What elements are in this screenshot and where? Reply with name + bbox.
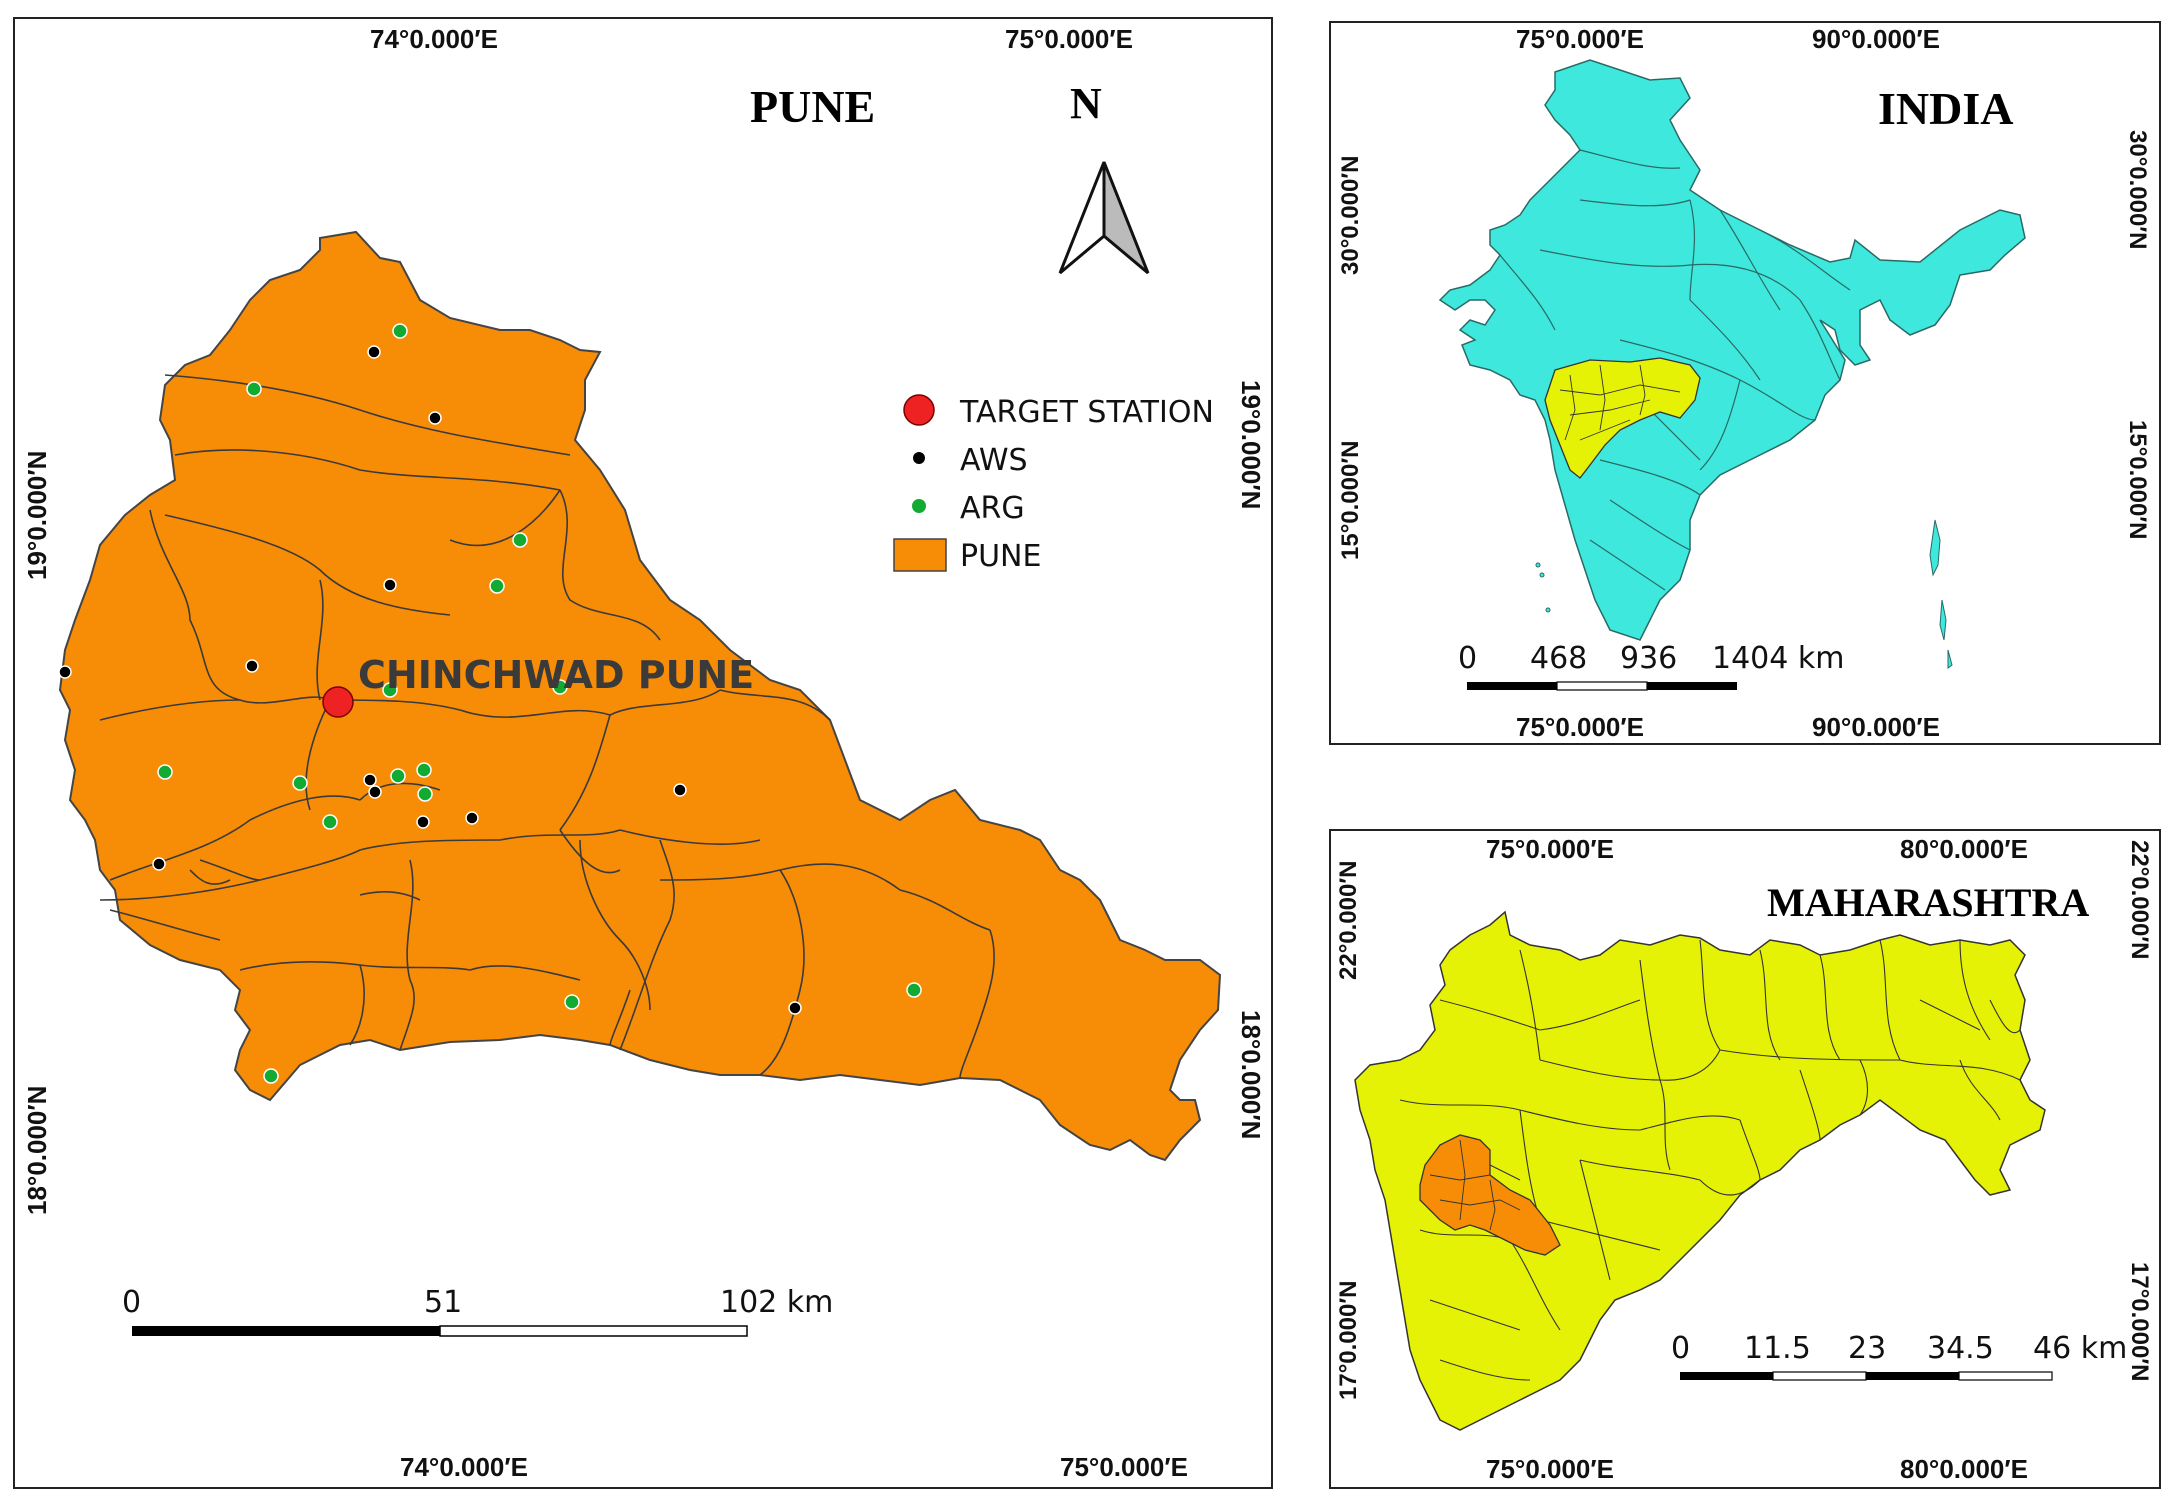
coord-label: 17°0.000′N [1335,1281,1362,1400]
aws-station [383,578,397,592]
arg-station [263,1068,279,1084]
legend-pune-symbol [893,538,947,572]
coord-label: 80°0.000′E [1900,834,2028,864]
legend-label: TARGET STATION [959,395,1214,430]
aws-station [416,815,430,829]
aws-station [368,785,382,799]
india-title: INDIA [1878,83,2013,134]
scale-label: 0 [122,1285,141,1320]
coord-label: 17°0.000′N [2126,1262,2153,1381]
legend-aws-symbol [913,452,925,464]
scale-label: 1404 km [1712,641,1844,676]
india-shape [1438,59,2026,641]
arg-station [564,994,580,1010]
coord-label: 75°0.000′E [1516,24,1644,54]
scale-label: 102 km [720,1285,833,1320]
coord-label: 30°0.000′N [2124,130,2151,249]
arg-station [489,578,505,594]
india-state-boundaries [1499,149,1851,591]
arg-station [382,682,398,698]
coord-label: 18°0.000′N [22,1086,52,1215]
india-maharashtra-highlight [1544,357,1701,479]
maharashtra-pune-talukas [1429,1139,1521,1231]
north-arrow: N [1058,79,1150,275]
maharashtra-pune-highlight [1419,1134,1561,1256]
coord-label: 74°0.000′E [370,24,498,54]
coord-label: 18°0.000′N [1236,1010,1266,1139]
coord-label: 80°0.000′E [1900,1454,2028,1484]
aws-station [673,783,687,797]
aws-station [58,665,72,679]
legend-label: AWS [960,443,1028,478]
pune-scale-bar: 0 51 102 km [122,1285,833,1337]
legend-label: ARG [960,491,1025,526]
scale-label: 46 km [2033,1331,2127,1366]
coord-label: 19°0.000′N [22,451,52,580]
coord-label: 75°0.000′E [1516,712,1644,742]
coord-label: 22°0.000′N [1335,861,1362,980]
arg-station [392,323,408,339]
arg-station [390,768,406,784]
arg-station [322,814,338,830]
aws-station [363,773,377,787]
scale-label: 34.5 [1927,1331,1994,1366]
aws-station [152,857,166,871]
coord-label: 75°0.000′E [1060,1452,1188,1482]
coord-label: 30°0.000′N [1337,156,1364,275]
maharashtra-scale-bar: 0 11.5 23 34.5 46 km [1671,1331,2127,1381]
aws-station [367,345,381,359]
india-panel: INDIA 0 468 936 1404 km 75°0.000′E 90°0.… [1329,21,2161,745]
pune-title: PUNE [750,81,875,132]
pune-stations [58,323,922,1084]
coord-label: 19°0.000′N [1236,380,1266,509]
legend-label: PUNE [960,539,1041,574]
arg-station [416,762,432,778]
legend-arg-symbol [912,499,926,513]
arg-station [417,786,433,802]
aws-station [428,411,442,425]
aws-station [465,811,479,825]
arg-station [552,679,568,695]
arg-station [246,381,262,397]
maharashtra-title: MAHARASHTRA [1767,880,2089,925]
coord-label: 90°0.000′E [1812,712,1940,742]
coord-label: 75°0.000′E [1486,1454,1614,1484]
coord-label: 75°0.000′E [1486,834,1614,864]
coord-label: 22°0.000′N [2126,840,2153,959]
north-label: N [1070,79,1102,128]
maharashtra-panel: MAHARASHTRA 0 11.5 23 34.5 46 km 75°0.00… [1329,829,2161,1489]
station-label: CHINCHWAD PUNE [358,653,754,697]
arg-station [157,764,173,780]
pune-taluka-boundaries [99,374,995,1079]
maharashtra-shape [1354,910,2046,1431]
arg-station [512,532,528,548]
scale-label: 0 [1671,1331,1690,1366]
scale-label: 23 [1848,1331,1886,1366]
scale-label: 51 [424,1285,462,1320]
legend-target-symbol [903,394,935,426]
scale-label: 0 [1458,641,1477,676]
india-scale-bar: 0 468 936 1404 km [1458,641,1844,691]
maharashtra-district-boundaries [1399,939,2021,1381]
legend: TARGET STATION AWS ARG PUNE [893,394,1214,574]
scale-label: 11.5 [1744,1331,1811,1366]
coord-label: 74°0.000′E [400,1452,528,1482]
scale-label: 936 [1620,641,1677,676]
india-maharashtra-districts [1559,364,1681,441]
coord-label: 90°0.000′E [1812,24,1940,54]
coord-label: 75°0.000′E [1005,24,1133,54]
coord-label: 15°0.000′N [2124,420,2151,539]
coord-label: 15°0.000′N [1337,441,1364,560]
aws-station [788,1001,802,1015]
target-station [322,686,354,718]
islands [1535,519,1953,669]
pune-panel: CHINCHWAD PUNE PUNE N TARGET STATION AWS… [13,17,1273,1489]
arg-station [906,982,922,998]
arg-station [292,775,308,791]
aws-station [245,659,259,673]
scale-label: 468 [1530,641,1587,676]
